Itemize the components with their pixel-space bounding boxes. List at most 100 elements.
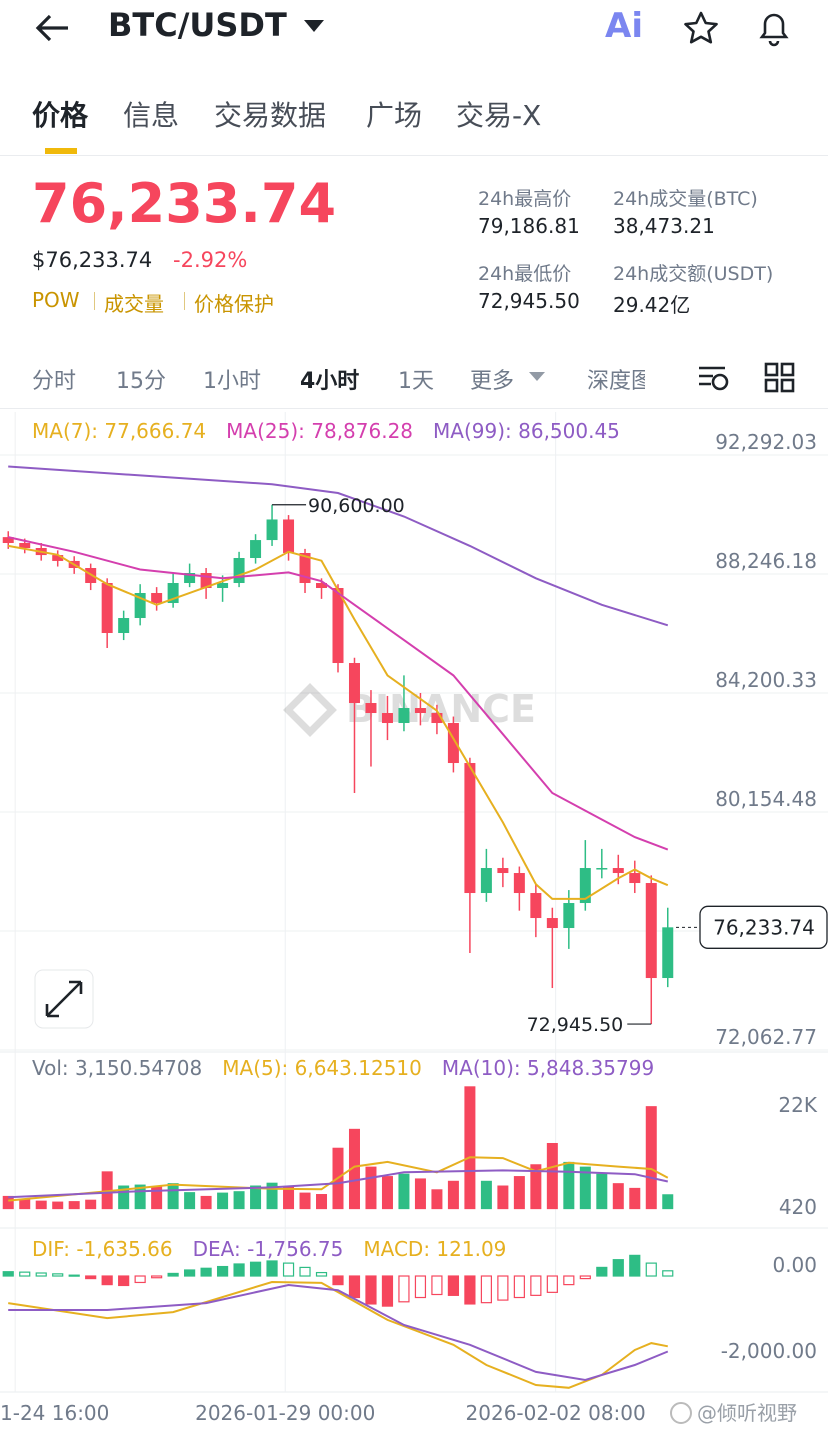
indicator-line bbox=[8, 544, 669, 900]
tag[interactable]: 价格保护 bbox=[194, 292, 274, 316]
macd-bar bbox=[480, 1275, 492, 1304]
volume-bar bbox=[200, 1195, 212, 1210]
indicator-line bbox=[8, 465, 669, 627]
ai-button[interactable]: Ai bbox=[605, 6, 643, 46]
pair-dropdown[interactable] bbox=[304, 20, 324, 34]
macd-bar bbox=[381, 1275, 394, 1307]
interval[interactable]: 1天 bbox=[398, 369, 434, 394]
volume-bar bbox=[414, 1178, 426, 1210]
macd-bar bbox=[68, 1274, 80, 1277]
stat-value: 29.42亿 bbox=[613, 293, 691, 317]
volume-bar bbox=[35, 1200, 47, 1210]
volume-bar bbox=[316, 1194, 328, 1210]
macd-bar bbox=[118, 1275, 130, 1287]
candle-body bbox=[431, 713, 443, 724]
watermark-text: BINANCE bbox=[346, 687, 536, 731]
candle-body bbox=[2, 537, 14, 544]
stat-label: 24h最高价 bbox=[478, 188, 572, 210]
candle-body bbox=[217, 583, 229, 589]
candle-body bbox=[332, 588, 344, 664]
volume-bar bbox=[464, 1086, 476, 1210]
volume-bar bbox=[233, 1191, 245, 1210]
macd-bar bbox=[513, 1275, 525, 1299]
annotation-label: 72,945.50 bbox=[527, 1014, 624, 1036]
candle-body bbox=[414, 708, 426, 714]
macd-bar bbox=[2, 1271, 14, 1277]
price-change: -2.92% bbox=[173, 248, 248, 272]
volume-bar bbox=[217, 1192, 229, 1210]
pair-title[interactable]: BTC/USDT bbox=[108, 6, 287, 44]
tab[interactable]: 交易数据 bbox=[214, 99, 327, 132]
favorite-button[interactable] bbox=[682, 10, 720, 46]
y-tick-label: 420 bbox=[779, 1195, 817, 1219]
macd-bar bbox=[464, 1275, 476, 1305]
tab[interactable]: 价格 bbox=[32, 99, 89, 132]
fullscreen-icon bbox=[45, 980, 83, 1018]
volume-bar bbox=[381, 1176, 393, 1210]
volume-bar bbox=[398, 1173, 410, 1210]
legend-entry: MA(25): 78,876.28 bbox=[226, 419, 413, 443]
tag[interactable]: POW bbox=[32, 288, 80, 312]
macd-bar bbox=[249, 1261, 262, 1277]
volume-bar bbox=[563, 1161, 575, 1210]
candle-body bbox=[200, 573, 212, 589]
macd-bar bbox=[151, 1275, 163, 1279]
candle-body bbox=[283, 519, 295, 554]
macd-bar bbox=[447, 1275, 460, 1296]
tab[interactable]: 交易-X bbox=[456, 99, 542, 132]
candle-body bbox=[381, 713, 393, 724]
tab[interactable]: 广场 bbox=[366, 99, 423, 132]
interval[interactable]: 1小时 bbox=[203, 369, 261, 394]
tag[interactable]: 成交量 bbox=[104, 292, 164, 316]
candle-body bbox=[348, 663, 360, 704]
volume-bar bbox=[629, 1187, 641, 1210]
candle-body bbox=[563, 903, 575, 929]
volume-bar bbox=[612, 1183, 624, 1210]
candle-body bbox=[464, 763, 476, 894]
tab[interactable]: 信息 bbox=[123, 99, 180, 132]
indicator-line bbox=[8, 1280, 668, 1389]
volume-bar bbox=[167, 1183, 179, 1210]
candle-body bbox=[645, 883, 657, 979]
interval[interactable]: 深度图 bbox=[587, 369, 645, 394]
volume-bar bbox=[266, 1182, 278, 1210]
interval[interactable]: 分时 bbox=[32, 369, 77, 394]
candle-body bbox=[151, 593, 163, 604]
stat-label: 24h最低价 bbox=[478, 263, 572, 285]
macd-bar bbox=[579, 1275, 591, 1280]
volume-bar bbox=[530, 1164, 542, 1210]
indicator-line bbox=[7, 536, 669, 851]
y-tick-label: 80,154.48 bbox=[715, 787, 817, 811]
legend-entry: DIF: -1,635.66 bbox=[32, 1237, 173, 1261]
macd-bar bbox=[167, 1272, 179, 1277]
macd-bar bbox=[414, 1275, 427, 1299]
indicator-settings[interactable] bbox=[697, 362, 731, 394]
y-tick-label: -2,000.00 bbox=[721, 1339, 817, 1363]
candle-body bbox=[530, 893, 542, 919]
macd-bar bbox=[184, 1269, 196, 1277]
stat-label: 24h成交量(BTC) bbox=[613, 188, 758, 210]
volume-bar bbox=[85, 1199, 97, 1210]
candle-body bbox=[184, 573, 196, 584]
alert-button[interactable] bbox=[756, 8, 792, 48]
candle-body bbox=[250, 540, 262, 559]
interval[interactable]: 15分 bbox=[116, 369, 166, 394]
macd-bar bbox=[85, 1275, 97, 1280]
interval[interactable]: 更多 bbox=[470, 369, 515, 394]
candle-body bbox=[167, 583, 179, 604]
candle-body bbox=[266, 519, 278, 541]
macd-bar bbox=[645, 1262, 657, 1277]
candle-body bbox=[447, 723, 459, 764]
macd-bar bbox=[332, 1275, 344, 1286]
volume-bar bbox=[645, 1106, 657, 1210]
tag-separator bbox=[94, 292, 95, 310]
volume-bar bbox=[118, 1185, 130, 1210]
layout-toggle[interactable] bbox=[764, 362, 796, 394]
legend-entry: MACD: 121.09 bbox=[363, 1237, 506, 1261]
volume-bar bbox=[365, 1166, 377, 1210]
interval[interactable]: 4小时 bbox=[300, 369, 360, 394]
stat-label: 24h成交额(USDT) bbox=[613, 263, 774, 285]
back-button[interactable] bbox=[34, 12, 70, 44]
